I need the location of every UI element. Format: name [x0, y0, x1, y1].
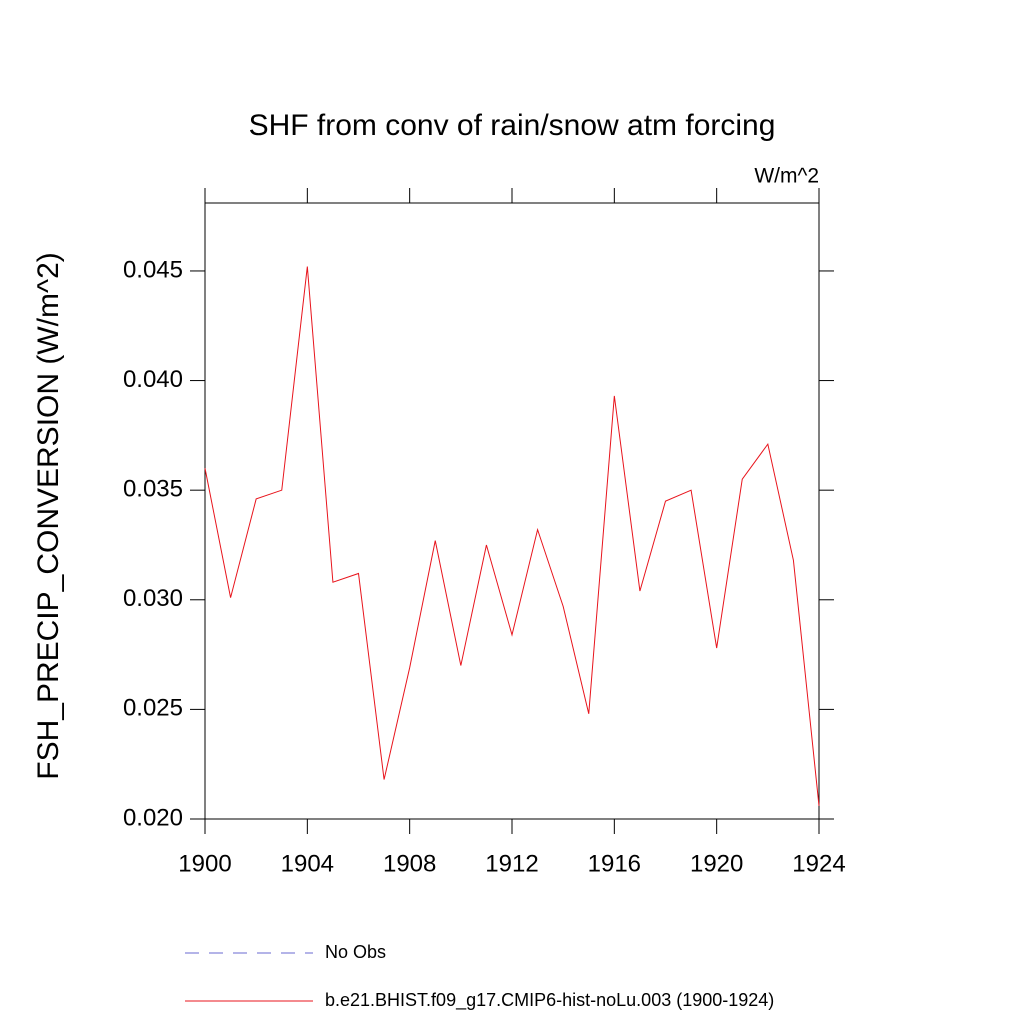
data-line — [204, 266, 820, 806]
x-tick-label: 1908 — [383, 850, 436, 877]
x-tick-label: 1916 — [588, 850, 641, 877]
x-tick-label: 1924 — [792, 850, 845, 877]
y-axis-label: FSH_PRECIP_CONVERSION (W/m^2) — [32, 252, 65, 779]
y-tick-label: 0.045 — [123, 256, 183, 283]
legend-label: No Obs — [325, 942, 386, 962]
chart-title: SHF from conv of rain/snow atm forcing — [249, 109, 776, 142]
y-tick-label: 0.035 — [123, 476, 183, 503]
y-tick-label: 0.040 — [123, 366, 183, 393]
x-tick-label: 1912 — [485, 850, 538, 877]
legend-label: b.e21.BHIST.f09_g17.CMIP6-hist-noLu.003 … — [325, 990, 774, 1011]
x-tick-label: 1904 — [281, 850, 334, 877]
x-tick-label: 1900 — [178, 850, 231, 877]
y-tick-label: 0.025 — [123, 695, 183, 722]
y-tick-label: 0.030 — [123, 585, 183, 612]
y-tick-label: 0.020 — [123, 804, 183, 831]
x-tick-label: 1920 — [690, 850, 743, 877]
plot-frame — [204, 202, 820, 820]
units-label: W/m^2 — [754, 165, 819, 188]
